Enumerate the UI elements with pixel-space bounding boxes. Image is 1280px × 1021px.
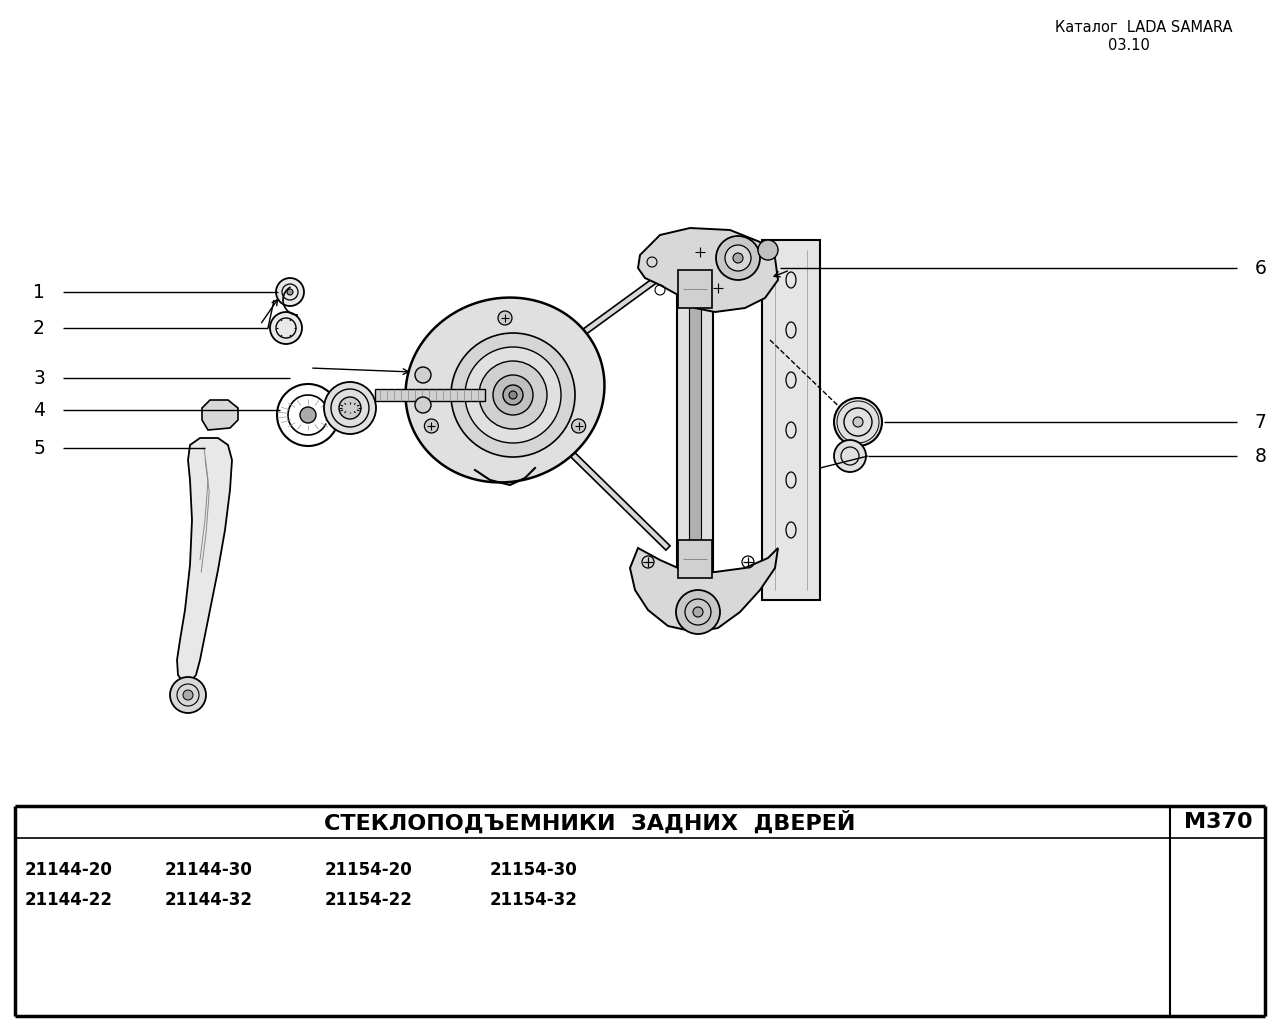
Circle shape bbox=[716, 236, 760, 280]
Text: 6: 6 bbox=[1254, 258, 1267, 278]
Polygon shape bbox=[678, 270, 712, 308]
Ellipse shape bbox=[339, 397, 361, 419]
Circle shape bbox=[733, 253, 742, 263]
Text: 21144-22: 21144-22 bbox=[26, 891, 113, 909]
Circle shape bbox=[451, 333, 575, 457]
Ellipse shape bbox=[324, 382, 376, 434]
Circle shape bbox=[503, 385, 524, 405]
Circle shape bbox=[572, 419, 586, 433]
Text: 21154-22: 21154-22 bbox=[325, 891, 413, 909]
Polygon shape bbox=[762, 240, 820, 600]
Circle shape bbox=[183, 690, 193, 700]
Circle shape bbox=[479, 361, 547, 429]
Polygon shape bbox=[375, 389, 485, 401]
Circle shape bbox=[415, 397, 431, 414]
Text: 21144-30: 21144-30 bbox=[165, 861, 253, 879]
Polygon shape bbox=[678, 540, 712, 578]
Text: М370: М370 bbox=[1184, 812, 1252, 832]
Circle shape bbox=[676, 590, 719, 634]
Circle shape bbox=[835, 398, 882, 446]
Ellipse shape bbox=[270, 312, 302, 344]
Text: 1: 1 bbox=[33, 283, 45, 301]
Text: 4: 4 bbox=[33, 400, 45, 420]
Text: 21154-20: 21154-20 bbox=[325, 861, 412, 879]
Polygon shape bbox=[568, 450, 671, 550]
Text: 2: 2 bbox=[33, 319, 45, 338]
Circle shape bbox=[465, 347, 561, 443]
Text: СТЕКЛОПОДЪЕМНИКИ  ЗАДНИХ  ДВЕРЕЙ: СТЕКЛОПОДЪЕМНИКИ ЗАДНИХ ДВЕРЕЙ bbox=[324, 811, 856, 834]
Polygon shape bbox=[202, 400, 238, 430]
Polygon shape bbox=[637, 228, 778, 312]
Text: 21144-32: 21144-32 bbox=[165, 891, 253, 909]
Text: 8: 8 bbox=[1254, 446, 1267, 466]
Circle shape bbox=[493, 375, 532, 415]
Polygon shape bbox=[677, 248, 713, 598]
Circle shape bbox=[415, 367, 431, 383]
Circle shape bbox=[498, 311, 512, 325]
Circle shape bbox=[300, 407, 316, 423]
Ellipse shape bbox=[852, 417, 863, 427]
Circle shape bbox=[425, 419, 438, 433]
Polygon shape bbox=[689, 248, 701, 598]
Polygon shape bbox=[406, 297, 604, 483]
Circle shape bbox=[170, 677, 206, 713]
Text: 7: 7 bbox=[1254, 412, 1267, 432]
Text: 03.10: 03.10 bbox=[1108, 38, 1149, 53]
Text: 3: 3 bbox=[33, 369, 45, 388]
Polygon shape bbox=[630, 548, 778, 632]
Text: 21154-30: 21154-30 bbox=[490, 861, 577, 879]
Circle shape bbox=[835, 440, 867, 472]
Ellipse shape bbox=[276, 278, 305, 306]
Ellipse shape bbox=[287, 289, 293, 295]
Polygon shape bbox=[177, 438, 232, 682]
Polygon shape bbox=[579, 265, 673, 337]
Text: 21154-32: 21154-32 bbox=[490, 891, 577, 909]
Circle shape bbox=[758, 240, 778, 260]
Text: Каталог  LADA SAMARA: Каталог LADA SAMARA bbox=[1055, 20, 1233, 35]
Circle shape bbox=[692, 607, 703, 617]
Circle shape bbox=[509, 391, 517, 399]
Text: 21144-20: 21144-20 bbox=[26, 861, 113, 879]
Circle shape bbox=[724, 245, 751, 271]
Text: 5: 5 bbox=[33, 438, 45, 457]
